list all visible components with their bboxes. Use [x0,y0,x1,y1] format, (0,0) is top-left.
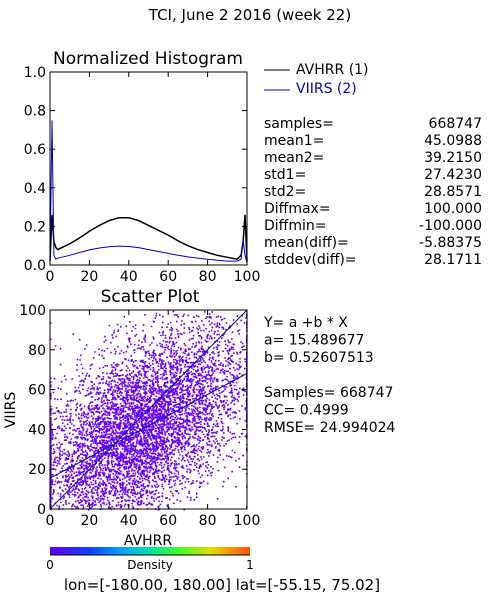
scatter-y-tick-label: 0 [37,502,46,518]
histogram-y-tick-label: 0.0 [24,258,46,274]
stat-value: 28.8571 [424,184,482,200]
statistics-block: samples= 668747 mean1= 45.0988 mean2= 39.2150… [264,116,482,268]
stat-label: mean1= [264,133,324,149]
stat-label: mean(diff)= [264,235,349,251]
stat-label: stddev(diff)= [264,252,357,268]
scatter-y-tick-label: 40 [28,422,46,438]
histogram-series-viirs [49,120,248,264]
histogram-chart: Normalized Histogram 0 20 40 60 80 100 0.0 0.2 0… [24,49,369,285]
regression-line [49,373,248,479]
histogram-y-tick-label: 0.4 [24,181,46,197]
stat-value: 100.000 [424,201,482,217]
scatter-x-tick-label: 100 [234,513,261,529]
regression-line-text: CC= 0.4999 [264,403,349,419]
scatter-x-tick-label: 20 [80,513,98,529]
regression-line-text: b= 0.52607513 [264,350,374,366]
stat-label: std2= [264,184,306,200]
histogram-y-tick-label: 0.2 [24,219,46,235]
histogram-y-tick-label: 0.6 [24,142,46,158]
stat-label: std1= [264,167,306,183]
regression-line-text: a= 15.489677 [264,333,364,349]
stat-value: 28.1711 [424,252,482,268]
histogram-x-tick-label: 100 [234,269,261,285]
stat-label: samples= [264,116,334,132]
scatter-x-tick-label: 60 [159,513,177,529]
stat-label: Diffmax= [264,201,331,217]
one-to-one-line [49,309,248,510]
histogram-y-tick-label: 1.0 [24,65,46,81]
page-title: TCI, June 2 2016 (week 22) [148,6,351,24]
stat-label: Diffmin= [264,218,326,234]
histogram-title: Normalized Histogram [53,49,243,69]
scatter-y-tick-label: 100 [19,303,46,319]
histogram-legend: AVHRR (1) VIIRS (2) [264,62,369,97]
histogram-x-tick-label: 20 [80,269,98,285]
coverage-range-text: lon=[-180.00, 180.00] lat=[-55.15, 75.02… [64,576,380,594]
histogram-y-tick-label: 0.8 [24,104,46,120]
scatter-x-tick-label: 0 [46,513,55,529]
regression-line-text: Samples= 668747 [264,385,393,401]
colorbar-max-label: 1 [246,558,254,572]
regression-line-text: Y= a +b * X [263,315,348,331]
histogram-x-tick-label: 60 [159,269,177,285]
density-colorbar: 0 Density 1 [46,547,254,572]
scatter-title: Scatter Plot [101,287,200,307]
scatter-y-tick-label: 60 [28,383,46,399]
scatter-x-axis-label: AVHRR [124,533,173,549]
colorbar-min-label: 0 [46,558,54,572]
histogram-x-tick-label: 80 [199,269,217,285]
stat-value: 39.2150 [424,150,482,166]
stat-label: mean2= [264,150,324,166]
scatter-y-tick-label: 20 [28,462,46,478]
scatter-x-tick-label: 40 [120,513,138,529]
stat-value: -100.000 [419,218,482,234]
scatter-frame [49,309,248,510]
histogram-x-tick-label: 0 [46,269,55,285]
scatter-points [50,310,248,511]
stat-value: 27.4230 [424,167,482,183]
colorbar-gradient [50,547,250,555]
scatter-y-tick-label: 80 [28,343,46,359]
colorbar-title: Density [127,558,173,572]
regression-line-text: RMSE= 24.994024 [264,420,396,436]
legend-label-avhrr: AVHRR (1) [296,62,369,78]
legend-label-viirs: VIIRS (2) [296,81,357,97]
scatter-y-axis-label: VIIRS [3,392,19,429]
histogram-x-tick-label: 40 [120,269,138,285]
scatter-chart: Scatter Plot 0 20 40 60 80 100 0 20 40 60 80 100 AV… [3,287,260,549]
stat-value: 45.0988 [424,133,482,149]
histogram-series-avhrr [49,214,248,262]
scatter-x-tick-label: 80 [199,513,217,529]
stat-value: -5.88375 [419,235,482,251]
histogram-frame [49,71,248,266]
stat-value: 668747 [429,116,482,132]
